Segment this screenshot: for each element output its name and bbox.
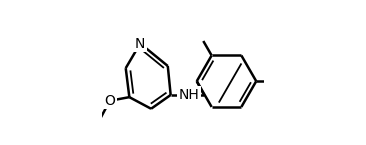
Text: O: O (104, 94, 115, 108)
Text: N: N (135, 37, 145, 50)
Text: NH: NH (179, 88, 199, 102)
